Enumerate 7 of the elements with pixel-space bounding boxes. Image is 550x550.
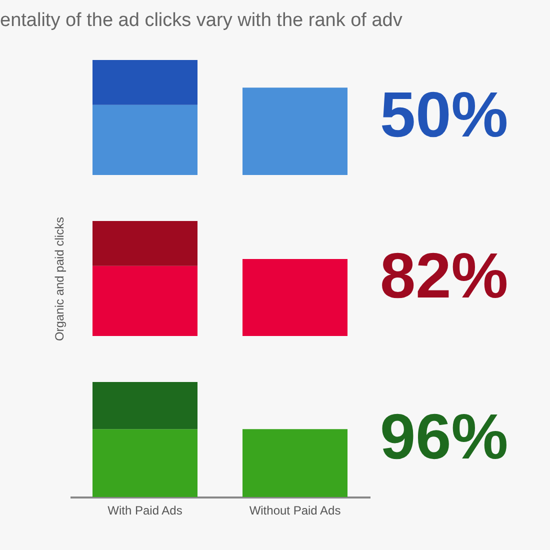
x-tick-label: Without Paid Ads [249, 504, 341, 518]
x-tick-label: With Paid Ads [108, 504, 182, 518]
text: 82% [380, 240, 508, 312]
text: 50% [380, 78, 508, 150]
text: 96% [380, 400, 508, 472]
y-axis-title: Organic and paid clicks [52, 216, 66, 342]
chart-title: entality of the ad clicks vary with the rank of adv [0, 10, 403, 31]
